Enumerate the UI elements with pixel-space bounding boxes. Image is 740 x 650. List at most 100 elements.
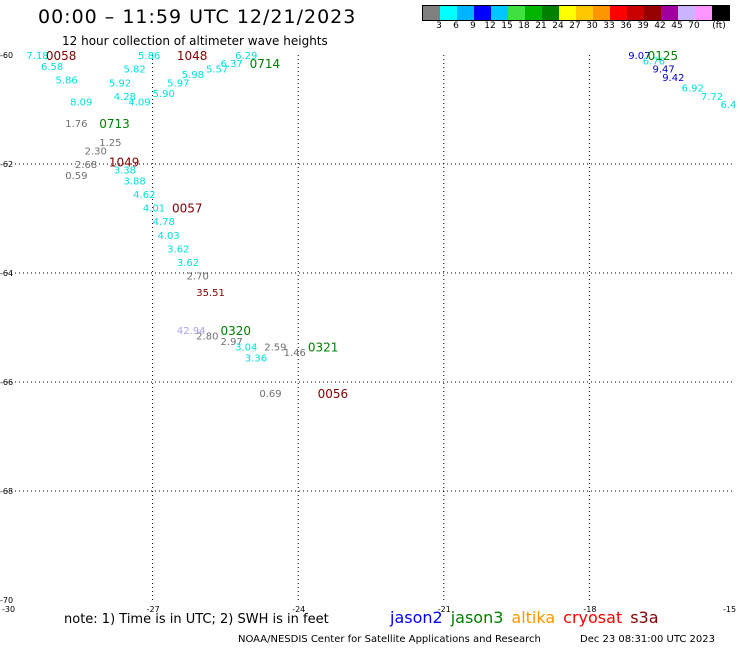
legend-swatch	[644, 6, 661, 20]
page-subtitle: 12 hour collection of altimeter wave hei…	[62, 34, 328, 48]
wave-height-label: 7.18	[26, 51, 48, 62]
wave-height-label: 9.47	[652, 65, 674, 76]
lon-tick-label: -27	[147, 605, 160, 614]
pass-time-label: 0057	[172, 202, 203, 216]
pass-time-label: 1048	[177, 49, 208, 63]
wave-height-label: 3.62	[167, 244, 189, 255]
legend-label: 30	[586, 21, 598, 31]
legend-label: 3	[436, 21, 442, 31]
satellite-name: s3a	[630, 608, 659, 627]
wave-height-label: 6.92	[682, 84, 704, 95]
legend-swatch	[593, 6, 610, 20]
wave-height-label: 42.94	[177, 326, 206, 337]
legend-label: 6	[453, 21, 459, 31]
pass-time-label: 0321	[308, 341, 339, 355]
wave-height-label: 5.86	[138, 51, 160, 62]
wave-height-label: 3.36	[245, 353, 267, 364]
wave-height-label: 4.78	[153, 217, 175, 228]
wave-height-label: 5.92	[109, 78, 131, 89]
lat-tick-label: -64	[0, 269, 13, 278]
wave-height-label: 1.46	[284, 348, 306, 359]
wave-height-label: 0.59	[65, 171, 87, 182]
legend-swatch	[661, 6, 678, 20]
legend-swatch	[627, 6, 644, 20]
lat-tick-label: -68	[0, 487, 13, 496]
wave-height-label: 6.76	[643, 56, 665, 67]
legend-swatch	[559, 6, 576, 20]
legend-swatch	[440, 6, 457, 20]
wave-height-label: 6.58	[41, 62, 63, 73]
wave-height-label: 6.37	[221, 59, 243, 70]
wave-height-label: 4.09	[128, 97, 150, 108]
legend-label: 9	[470, 21, 476, 31]
legend-swatch	[610, 6, 627, 20]
legend-label: 45	[671, 21, 683, 31]
wave-height-label: 3.62	[177, 258, 199, 269]
legend-swatch	[678, 6, 695, 20]
lat-tick-label: -60	[0, 51, 13, 60]
lon-tick-label: -18	[583, 605, 596, 614]
pass-time-label: 0056	[318, 387, 349, 401]
wave-height-label: 9.07	[628, 51, 650, 62]
credit-line: NOAA/NESDIS Center for Satellite Applica…	[238, 634, 541, 645]
satellite-name: jason2	[390, 608, 443, 627]
pass-time-label: 0713	[99, 117, 130, 131]
wave-height-label: 5.97	[167, 78, 189, 89]
wave-height-label: 8.09	[70, 97, 92, 108]
wave-height-label: 0.69	[259, 389, 281, 400]
legend-swatch	[542, 6, 559, 20]
legend-swatch	[457, 6, 474, 20]
wave-height-label: 5.98	[182, 70, 204, 81]
wave-height-label: 35.51	[196, 288, 225, 299]
legend-swatch	[423, 6, 440, 20]
legend-label: 70	[688, 21, 700, 31]
page-title: 00:00 – 11:59 UTC 12/21/2023	[38, 6, 357, 28]
wave-height-label: 6.4	[720, 100, 736, 111]
wave-height-label: 1.76	[65, 119, 87, 130]
wave-height-label: 5.82	[123, 65, 145, 76]
wave-height-label: 4.62	[133, 190, 155, 201]
generated-timestamp: Dec 23 08:31:00 UTC 2023	[580, 634, 715, 645]
wave-height-label: 2.68	[75, 160, 97, 171]
wave-height-label: 6.29	[235, 51, 257, 62]
legend-swatch	[695, 6, 712, 20]
wave-height-label: 4.28	[114, 92, 136, 103]
legend-label: 27	[569, 21, 581, 31]
wave-height-label: 3.88	[123, 176, 145, 187]
wave-height-label: 5.86	[56, 76, 78, 87]
legend-label: 21	[535, 21, 547, 31]
map-gridlines	[7, 55, 735, 600]
wave-height-readings: 7.186.58 5.86 8.09 1.76 2.301.252.680.59 3.38…	[26, 51, 736, 400]
satellite-name: altika	[511, 608, 556, 627]
lon-tick-label: -24	[292, 605, 305, 614]
lon-tick-label: -15	[723, 605, 736, 614]
legend-swatch	[712, 6, 729, 20]
satellite-name: cryosat	[563, 608, 623, 627]
wave-height-label: 3.38	[114, 165, 136, 176]
legend-swatch	[576, 6, 593, 20]
lat-tick-label: -70	[0, 596, 13, 605]
pass-time-label: 0320	[221, 324, 252, 338]
wave-height-label: 1.25	[99, 138, 121, 149]
units-note: note: 1) Time is in UTC; 2) SWH is in fe…	[64, 612, 329, 627]
satellite-pass-times: 0058 1048 0714 0713 1049 0057 0125 0320 0321 0056	[46, 49, 678, 401]
wave-height-label: 2.80	[196, 332, 218, 343]
wave-height-label: 2.30	[85, 146, 107, 157]
legend-swatch	[491, 6, 508, 20]
wave-height-label: 3.04	[235, 343, 257, 354]
lat-tick-label: -62	[0, 160, 13, 169]
wave-height-label: 9.42	[662, 73, 684, 84]
lon-tick-label: -30	[2, 605, 15, 614]
wave-height-label: 7.72	[701, 92, 723, 103]
wave-height-label: 2.97	[221, 337, 243, 348]
legend-swatch	[525, 6, 542, 20]
color-scale-legend	[422, 5, 730, 21]
legend-label: 24	[552, 21, 564, 31]
wave-height-label: 2.70	[187, 272, 209, 283]
wave-height-label: 5.90	[153, 89, 175, 100]
pass-time-label: 0714	[250, 57, 281, 71]
lat-tick-label: -66	[0, 378, 13, 387]
legend-label: 12	[484, 21, 496, 31]
wave-height-label: 4.01	[143, 204, 165, 215]
legend-label: 39	[637, 21, 649, 31]
